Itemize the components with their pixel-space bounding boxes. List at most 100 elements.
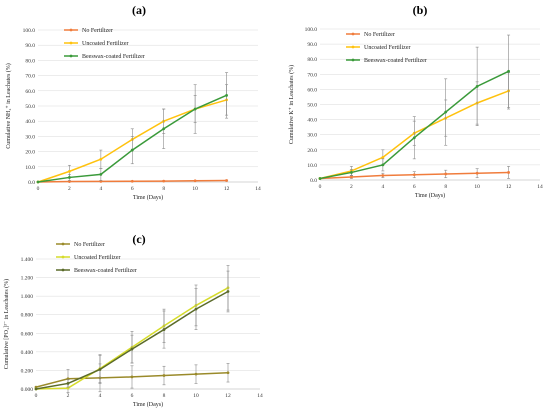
legend-label: Uncoated Fertilizer: [74, 255, 120, 261]
y-tick-label: 20.0: [25, 150, 35, 156]
x-tick-label: 4: [99, 393, 102, 399]
data-point: [194, 307, 198, 311]
legend-label: No Fertilizer: [82, 28, 113, 34]
data-point: [99, 173, 103, 176]
data-point: [507, 69, 510, 73]
series-2: [36, 72, 229, 184]
y-tick-label: 70.0: [307, 72, 317, 78]
legend-marker: [61, 242, 65, 246]
data-point: [381, 163, 385, 167]
data-point: [226, 371, 230, 375]
y-tick-label: 0.400: [21, 350, 34, 356]
data-point: [162, 127, 166, 131]
y-tick-label: 0.0: [28, 180, 35, 186]
data-point: [225, 179, 228, 182]
legend-label: No Fertilizer: [364, 32, 395, 38]
x-tick-label: 2: [350, 184, 353, 190]
data-point: [162, 328, 166, 331]
series-2: [318, 34, 511, 180]
y-tick-label: 90.0: [25, 43, 35, 49]
y-tick-label: 100.0: [305, 27, 318, 33]
legend-marker: [61, 268, 65, 272]
y-tick-label: 60.0: [307, 87, 317, 93]
x-tick-label: 6: [131, 186, 134, 192]
y-tick-label: 0.600: [21, 331, 34, 337]
legend-label: Uncoated Fertilizer: [364, 45, 410, 51]
data-point: [507, 171, 510, 174]
x-tick-label: 8: [444, 184, 447, 190]
legend: No Fertilizer Uncoated Fertilizer Beeswax-…: [64, 28, 145, 60]
data-point: [68, 180, 71, 183]
data-point: [98, 368, 102, 371]
x-axis-title: Time (Days): [133, 194, 163, 201]
series-0: [36, 179, 229, 184]
x-tick-label: 8: [163, 393, 166, 399]
y-tick-label: 0.200: [21, 368, 34, 374]
data-point: [68, 176, 71, 179]
legend-label: No Fertilizer: [74, 242, 105, 248]
y-tick-label: 60.0: [25, 89, 35, 95]
y-tick-label: 80.0: [25, 58, 35, 64]
x-tick-label: 4: [99, 186, 102, 192]
x-tick-label: 0: [319, 184, 322, 190]
y-tick-label: 50.0: [25, 104, 35, 110]
data-point: [226, 290, 230, 293]
y-axis-title: Cumulative [PO₄]³⁻ in Leachates (%): [3, 279, 10, 369]
data-point: [130, 375, 134, 379]
x-axis-title: Time (Days): [415, 192, 445, 199]
legend: No Fertilizer Uncoated Fertilizer Beeswax-…: [56, 242, 137, 274]
data-point: [34, 387, 38, 391]
legend-marker: [69, 41, 73, 45]
y-tick-label: 30.0: [25, 134, 35, 140]
series-0: [318, 166, 511, 180]
x-tick-label: 10: [193, 393, 199, 399]
data-point: [444, 172, 448, 176]
y-tick-label: 0.0: [310, 178, 317, 184]
x-axis-title: Time (Days): [133, 401, 163, 408]
data-point: [66, 382, 70, 385]
legend-label: Beeswax-coated Fertilizer: [364, 58, 427, 64]
y-tick-label: 10.0: [25, 165, 35, 171]
y-tick-label: 40.0: [25, 119, 35, 125]
y-axis-title: Cumulative NH₄⁺ in Leachates (%): [5, 63, 12, 149]
y-tick-label: 40.0: [307, 118, 317, 124]
data-point: [194, 372, 198, 376]
x-tick-label: 14: [257, 393, 263, 399]
y-tick-label: 0.800: [21, 313, 34, 319]
panel-b: (b) 0.0 10.0 20.0 30.0 40.0 50.0 60.0 70.0 80.0 90…: [288, 3, 543, 199]
panel-c: (c) 0.000 0.200 0.400 0.600 0.800 1.000 1.200 1.…: [3, 232, 263, 408]
series-1: [36, 84, 229, 184]
legend-marker: [61, 255, 65, 259]
data-point: [99, 157, 103, 161]
data-point: [130, 148, 134, 152]
data-point: [350, 175, 353, 179]
legend-label: Uncoated Fertilizer: [82, 41, 128, 47]
data-point: [350, 171, 353, 174]
x-tick-label: 6: [413, 184, 416, 190]
y-tick-label: 1.000: [21, 294, 34, 300]
x-tick-label: 4: [381, 184, 384, 190]
legend-label: Beeswax-coated Fertilizer: [82, 54, 145, 60]
x-tick-label: 0: [37, 186, 40, 192]
y-tick-label: 50.0: [307, 103, 317, 109]
x-tick-label: 10: [192, 186, 198, 192]
x-tick-label: 8: [162, 186, 165, 192]
data-point: [130, 347, 134, 351]
x-tick-label: 14: [255, 186, 261, 192]
data-point: [475, 84, 479, 88]
data-point: [36, 180, 40, 184]
legend-marker: [69, 54, 73, 58]
x-tick-label: 14: [537, 184, 543, 190]
y-tick-label: 90.0: [307, 42, 317, 48]
panel-label: (c): [132, 232, 145, 246]
data-point: [225, 93, 228, 97]
legend: No Fertilizer Uncoated Fertilizer Beeswax-…: [346, 32, 427, 64]
data-point: [193, 179, 197, 183]
panel-a: (a) 0.0 10.0 20.0 30.0 40.0 50.0 60.0 70.0 80.0 90…: [5, 3, 261, 201]
data-point: [381, 155, 385, 159]
data-point: [412, 173, 416, 177]
x-tick-label: 12: [506, 184, 512, 190]
data-point: [193, 107, 197, 111]
y-tick-label: 1.400: [21, 257, 34, 263]
